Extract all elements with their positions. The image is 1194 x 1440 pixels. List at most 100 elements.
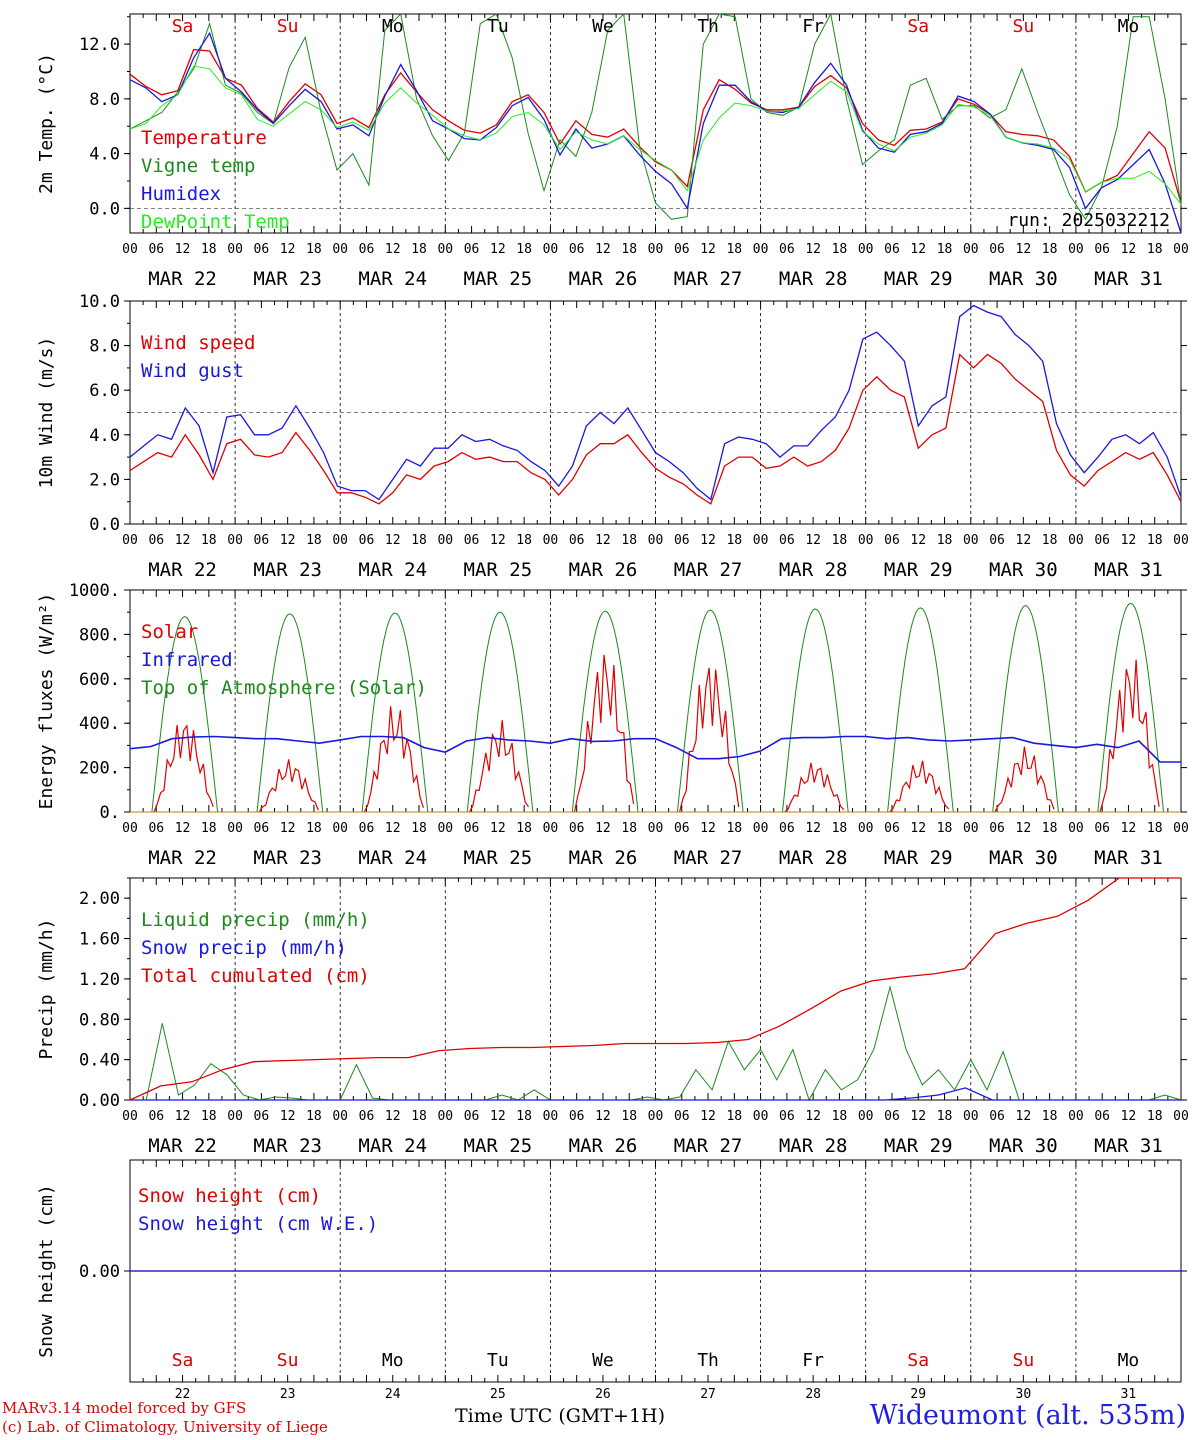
- y-tick-label: 200.: [79, 759, 120, 779]
- date-label: MAR 25: [464, 268, 533, 290]
- hour-label: 18: [1042, 1109, 1058, 1124]
- legend-entry: Snow height (cm): [138, 1185, 321, 1207]
- solar-flux-line: [258, 759, 319, 813]
- y-tick-label: 600.: [79, 670, 120, 690]
- toa-solar-arc: [361, 612, 429, 813]
- y-axis-label: Snow height (cm): [36, 1184, 57, 1357]
- hour-label: 00: [227, 821, 243, 836]
- hour-label: 00: [858, 1109, 874, 1124]
- hour-label: 18: [832, 821, 848, 836]
- series-line-0: [129, 353, 1182, 505]
- date-label: MAR 27: [674, 1135, 743, 1157]
- toa-solar-arc: [887, 607, 954, 813]
- hour-label: 00: [648, 821, 664, 836]
- series-line-1: [130, 1087, 1181, 1101]
- hour-label: 06: [674, 821, 690, 836]
- hour-label: 12: [805, 1109, 821, 1124]
- hour-label: 00: [753, 821, 769, 836]
- hour-label: 12: [490, 533, 506, 548]
- hour-label: 18: [1042, 821, 1058, 836]
- y-tick-label: 800.: [79, 625, 120, 645]
- hour-label: 06: [254, 821, 270, 836]
- hour-label: 06: [779, 533, 795, 548]
- legend-entry: Total cumulated (cm): [141, 965, 370, 987]
- hour-label: 06: [779, 821, 795, 836]
- y-tick-label: 1000.: [69, 581, 120, 601]
- hour-label: 06: [359, 533, 375, 548]
- hour-label: 00: [1173, 533, 1189, 548]
- hour-label: 12: [1016, 242, 1032, 257]
- y-tick-label: 2.00: [79, 889, 120, 909]
- day-number: 24: [385, 1387, 401, 1400]
- hour-label: 00: [437, 533, 453, 548]
- hour-label: 00: [1173, 1109, 1189, 1124]
- hour-label: 06: [359, 242, 375, 257]
- hour-label: 00: [963, 533, 979, 548]
- hour-label: 00: [543, 242, 559, 257]
- hour-label: 12: [700, 533, 716, 548]
- y-tick-label: 6.0: [89, 381, 120, 401]
- y-tick-label: 0.40: [79, 1051, 120, 1071]
- hour-label: 18: [832, 1109, 848, 1124]
- hour-label: 06: [569, 1109, 585, 1124]
- hour-label: 12: [595, 242, 611, 257]
- model-line-2: (c) Lab. of Climatology, University of L…: [2, 1418, 328, 1436]
- hour-label: 12: [280, 1109, 296, 1124]
- hour-label: 00: [753, 533, 769, 548]
- date-label: MAR 30: [989, 1135, 1058, 1157]
- hour-label: 00: [543, 821, 559, 836]
- solar-flux-line: [784, 762, 845, 813]
- hour-label: 00: [858, 533, 874, 548]
- hour-label: 06: [674, 533, 690, 548]
- hour-label: 18: [621, 533, 637, 548]
- date-label: MAR 29: [884, 1135, 953, 1157]
- day-name-bottom: Mo: [382, 1350, 404, 1371]
- day-number: 22: [175, 1387, 191, 1400]
- hour-label: 12: [385, 242, 401, 257]
- hour-label: 00: [332, 821, 348, 836]
- legend-entry: Liquid precip (mm/h): [141, 909, 370, 931]
- hour-label: 18: [411, 533, 427, 548]
- solar-flux-line: [468, 720, 529, 813]
- legend-entry: Snow height (cm W.E.): [138, 1213, 378, 1235]
- y-tick-label: 12.0: [79, 35, 120, 55]
- date-label: MAR 24: [358, 268, 427, 290]
- date-label: MAR 23: [253, 559, 322, 581]
- day-name-bottom: Fr: [802, 1350, 824, 1371]
- toa-solar-arc: [992, 604, 1059, 813]
- hour-label: 18: [411, 1109, 427, 1124]
- hour-label: 12: [1016, 1109, 1032, 1124]
- day-number: 29: [910, 1387, 926, 1400]
- y-tick-label: 8.0: [89, 337, 120, 357]
- day-number: 30: [1016, 1387, 1032, 1400]
- hour-label: 12: [910, 242, 926, 257]
- hour-label: 12: [175, 533, 191, 548]
- hour-label: 06: [148, 533, 164, 548]
- model-line-1: MARv3.14 model forced by GFS: [2, 1399, 247, 1417]
- day-name-top: Sa: [172, 16, 194, 37]
- date-label: MAR 23: [253, 1135, 322, 1157]
- hour-label: 00: [1068, 821, 1084, 836]
- hour-label: 06: [464, 242, 480, 257]
- solar-flux-line: [363, 706, 424, 813]
- date-label: MAR 24: [358, 847, 427, 869]
- day-name-bottom: Mo: [1118, 1350, 1140, 1371]
- hour-label: 12: [175, 1109, 191, 1124]
- series-line-2: [129, 877, 1181, 1101]
- y-tick-label: 4.0: [89, 145, 120, 165]
- run-annotation: run: 2025032212: [1007, 210, 1170, 231]
- date-label: MAR 26: [569, 559, 638, 581]
- day-name-top: Mo: [382, 16, 404, 37]
- legend-entry: Wind gust: [141, 360, 244, 382]
- y-axis-label: Energy fluxes (W/m²): [36, 593, 57, 810]
- hour-label: 00: [648, 242, 664, 257]
- day-number: 31: [1121, 1387, 1137, 1400]
- hour-label: 06: [148, 242, 164, 257]
- hour-label: 06: [1094, 242, 1110, 257]
- hour-label: 06: [464, 533, 480, 548]
- legend-entry: Infrared: [141, 649, 233, 671]
- hour-label: 00: [1068, 1109, 1084, 1124]
- series-line-1: [129, 304, 1182, 501]
- hour-label: 12: [595, 1109, 611, 1124]
- solar-flux-line: [153, 724, 214, 813]
